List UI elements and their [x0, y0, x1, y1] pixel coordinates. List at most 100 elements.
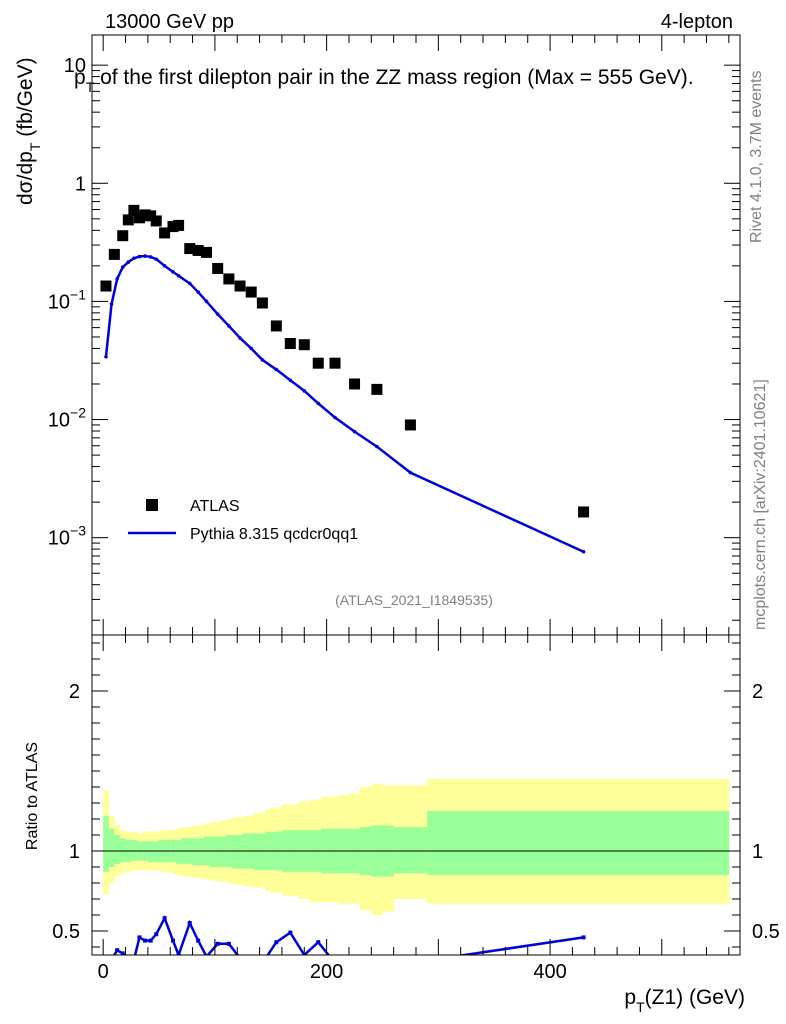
- ratio-point: [162, 916, 167, 921]
- mc-point: [288, 378, 293, 383]
- ratio-y-tick-label: 0.5: [52, 921, 80, 943]
- mc-point: [115, 277, 119, 281]
- y-tick-label: 10−3: [48, 523, 86, 550]
- mc-point: [408, 470, 413, 475]
- data-point: [223, 273, 235, 285]
- band-inner-bin: [119, 838, 126, 863]
- data-point: [245, 286, 257, 298]
- ratio-point: [171, 938, 175, 943]
- data-point: [212, 262, 224, 274]
- x-tick-label: 0: [98, 961, 109, 983]
- data-point: [298, 339, 310, 351]
- ratio-point: [238, 956, 242, 960]
- data-point: [139, 209, 151, 221]
- ratio-point: [408, 961, 412, 965]
- data-point: [201, 246, 213, 258]
- data-point: [234, 280, 246, 292]
- y-tick-label: 10−1: [48, 286, 86, 313]
- data-point: [167, 221, 179, 233]
- ratio-point: [226, 941, 231, 946]
- mc-point: [137, 254, 142, 259]
- band-inner-bin: [231, 835, 244, 869]
- ratio-point: [274, 940, 279, 945]
- data-point: [128, 204, 140, 216]
- mc-point: [104, 354, 108, 359]
- ratio-y-tick-label: 1: [69, 841, 80, 863]
- ratio-point: [120, 951, 125, 955]
- data-point: [349, 378, 361, 390]
- band-inner-bin: [393, 827, 428, 874]
- data-point: [100, 280, 112, 292]
- mc-curve: [104, 254, 585, 553]
- mc-point: [126, 260, 131, 264]
- band-inner-bin: [427, 811, 730, 875]
- y-tick-label: 10: [64, 55, 86, 77]
- mc-point: [249, 346, 254, 351]
- data-point: [578, 506, 590, 518]
- ratio-point: [353, 961, 357, 965]
- ratio-point: [187, 921, 192, 925]
- header-left: 13000 GeV pp: [105, 11, 234, 33]
- band-inner-bin: [192, 838, 205, 866]
- ratio-y-tick-label-right: 2: [752, 681, 763, 703]
- mc-point: [260, 358, 265, 362]
- data-point: [122, 214, 134, 226]
- y-tick-label: 10−2: [48, 405, 86, 432]
- band-inner-bin: [131, 839, 138, 861]
- x-tick-label: 400: [533, 961, 566, 983]
- data-point: [133, 212, 145, 224]
- ratio-point: [154, 932, 159, 937]
- ratio-y-axis-label: Ratio to ATLAS: [24, 742, 41, 850]
- data-point: [184, 243, 196, 255]
- mc-point: [176, 273, 181, 278]
- ratio-plot-frame: [91, 634, 741, 956]
- y-tick-label: 1: [75, 173, 86, 195]
- mc-point: [238, 336, 242, 340]
- x-tick-label: 200: [310, 961, 343, 983]
- data-point: [329, 357, 341, 369]
- data-point: [371, 383, 383, 395]
- ratio-point: [196, 938, 201, 943]
- mc-point: [143, 254, 147, 258]
- data-point: [256, 297, 268, 309]
- mc-point: [196, 290, 200, 294]
- mc-point: [132, 256, 136, 261]
- band-inner-bin: [153, 841, 160, 863]
- data-point: [108, 248, 120, 260]
- band-inner-bin: [254, 833, 266, 871]
- ratio-point: [249, 964, 253, 968]
- mc-point: [171, 270, 175, 274]
- mc-point: [162, 264, 167, 268]
- ratio-point: [215, 941, 220, 946]
- ratio-y-tick-label-right: 1: [752, 841, 763, 863]
- ratio-point: [176, 953, 181, 955]
- chart-title: pT of the first dilepton pair in the ZZ …: [74, 66, 694, 95]
- y-axis-label: dσ/dpT (fb/GeV): [14, 57, 43, 205]
- data-point: [404, 419, 416, 431]
- band-inner-bin: [114, 835, 121, 864]
- mc-point: [109, 302, 114, 306]
- data-point: [159, 227, 171, 239]
- band-inner-bin: [103, 815, 110, 872]
- header-right: 4-lepton: [661, 11, 733, 33]
- mc-point: [154, 257, 159, 261]
- data-point: [117, 230, 129, 242]
- mc-point: [120, 265, 125, 269]
- ratio-point: [260, 961, 264, 965]
- data-point: [312, 357, 324, 369]
- rivet-version-label: Rivet 4.1.0, 3.7M events: [748, 70, 765, 243]
- axis-ticks: [92, 35, 740, 955]
- ratio-point: [581, 935, 586, 940]
- analysis-watermark: (ATLAS_2021_I1849535): [335, 592, 493, 608]
- ratio-series-line: [112, 915, 586, 968]
- band-inner-bin: [214, 836, 221, 867]
- ratio-curve: [112, 915, 584, 955]
- data-point: [145, 210, 157, 222]
- mcplots-label: mcplots.cern.ch [arXiv:2401.10621]: [752, 379, 769, 630]
- ratio-point: [137, 935, 142, 940]
- ratio-point: [115, 948, 120, 953]
- data-series-markers: [100, 204, 590, 518]
- ratio-point: [148, 938, 153, 943]
- legend: ATLAS Pythia 8.315 qcdcr0qq1: [128, 498, 358, 543]
- legend-mc-label: Pythia 8.315 qcdcr0qq1: [190, 526, 358, 543]
